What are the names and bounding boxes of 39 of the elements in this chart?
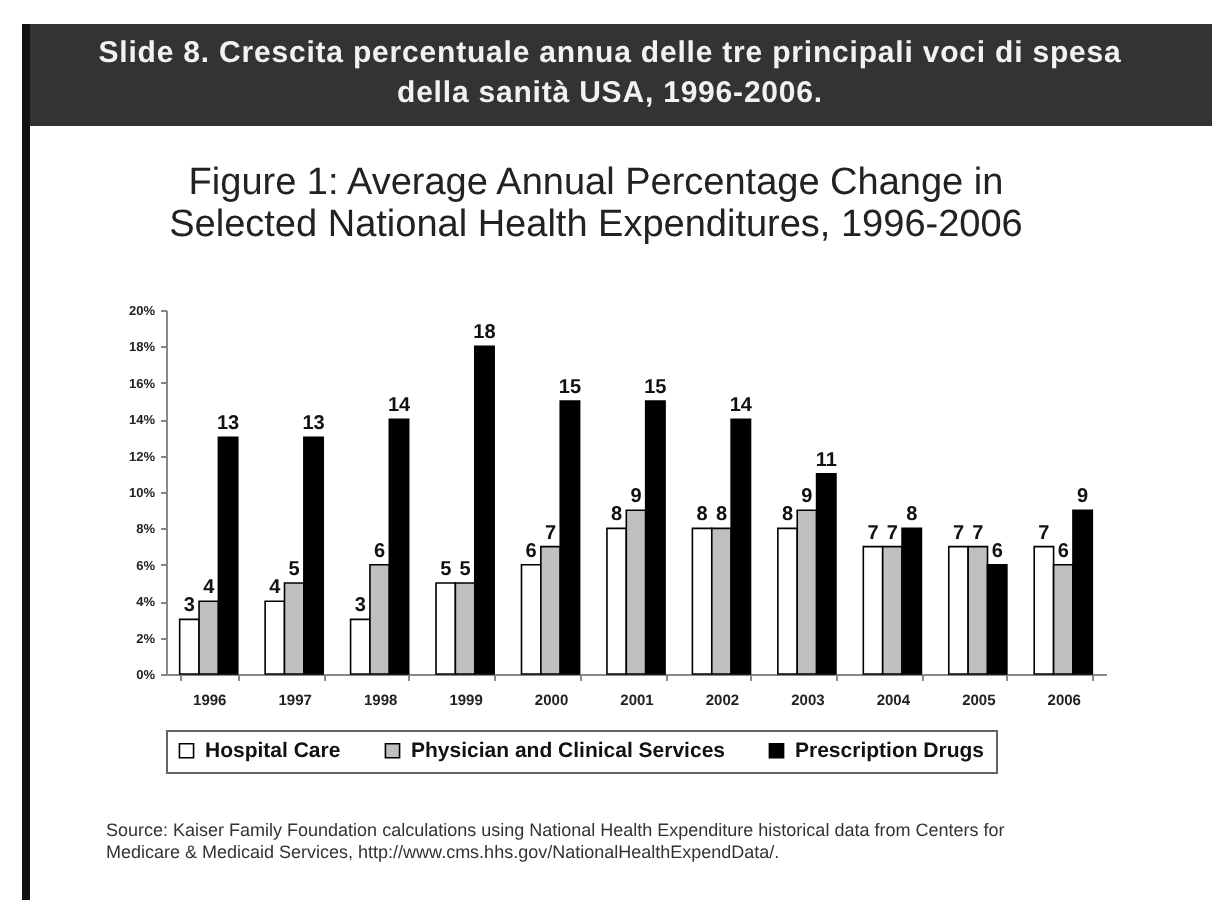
data-label: 6 (374, 540, 387, 563)
data-label: 5 (440, 559, 453, 581)
data-label: 4 (269, 577, 282, 600)
data-label: 4 (203, 577, 216, 600)
data-label: 6 (991, 540, 1004, 563)
data-label: 8 (781, 504, 794, 527)
chart-title: Slide 8. Crescita percentuale annua delle tre principali voci di spesa della sanità USA, 1996-2006. (96, 34, 1124, 114)
data-label: 15 (558, 377, 582, 399)
data-label: 11 (815, 449, 838, 472)
data-label: 18 (473, 322, 497, 345)
chart-subtitle: Figure 1: Average Annual Percentage Change in Selected National Health Expenditures, 1996-2006 (167, 162, 1025, 246)
data-label: 7 (972, 522, 985, 545)
data-label: 13 (216, 413, 241, 436)
source-note: Source: Kaiser Family Foundation calculations using National Health Expenditure historical data from Centers for Medicare & Medicaid Services, http://www.cms.hhs.gov/NationalHealthExpendData/. (106, 820, 1007, 862)
data-label: 6 (1057, 540, 1070, 563)
data-label: 7 (952, 522, 965, 545)
data-label: 9 (1077, 486, 1090, 509)
data-label: 8 (715, 504, 728, 527)
legend-label: Hospital Care (205, 738, 341, 763)
data-label: 14 (387, 395, 411, 418)
data-label: 5 (459, 559, 472, 581)
data-label: 14 (729, 395, 753, 418)
legend-label: Physician and Clinical Services (411, 738, 726, 763)
data-label: 7 (1038, 522, 1051, 545)
data-label: 7 (544, 522, 557, 545)
data-label: 8 (906, 504, 919, 527)
data-label: 9 (630, 486, 643, 509)
data-label: 8 (611, 504, 624, 527)
data-label: 6 (525, 540, 538, 563)
data-label: 3 (183, 595, 196, 618)
data-label: 3 (354, 595, 367, 618)
data-label: 15 (644, 377, 668, 399)
data-label: 8 (696, 504, 709, 527)
data-label: 7 (867, 522, 880, 545)
data-label: 13 (302, 413, 326, 436)
data-label: 7 (886, 522, 899, 545)
data-label: 9 (801, 486, 814, 509)
data-label: 5 (288, 559, 301, 581)
legend-label: Prescription Drugs (795, 738, 985, 763)
